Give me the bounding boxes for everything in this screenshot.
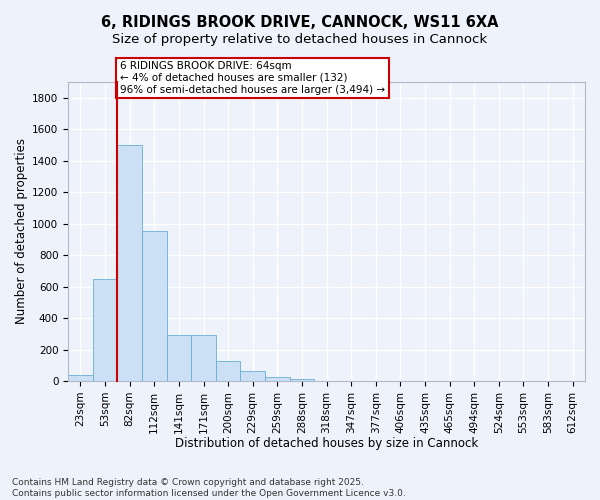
Bar [241,371,265,381]
Bar [216,360,241,381]
Text: Size of property relative to detached houses in Cannock: Size of property relative to detached ho… [112,32,488,46]
Bar [142,232,167,381]
Text: Contains HM Land Registry data © Crown copyright and database right 2025.
Contai: Contains HM Land Registry data © Crown c… [12,478,406,498]
Text: 6 RIDINGS BROOK DRIVE: 64sqm
← 4% of detached houses are smaller (132)
96% of se: 6 RIDINGS BROOK DRIVE: 64sqm ← 4% of det… [120,62,385,94]
Bar [290,380,314,381]
Bar [68,374,93,381]
X-axis label: Distribution of detached houses by size in Cannock: Distribution of detached houses by size … [175,437,478,450]
Bar [191,336,216,381]
Bar [167,336,191,381]
Text: 6, RIDINGS BROOK DRIVE, CANNOCK, WS11 6XA: 6, RIDINGS BROOK DRIVE, CANNOCK, WS11 6X… [101,15,499,30]
Bar [265,377,290,381]
Y-axis label: Number of detached properties: Number of detached properties [15,138,28,324]
Bar [93,278,118,381]
Bar [118,145,142,381]
